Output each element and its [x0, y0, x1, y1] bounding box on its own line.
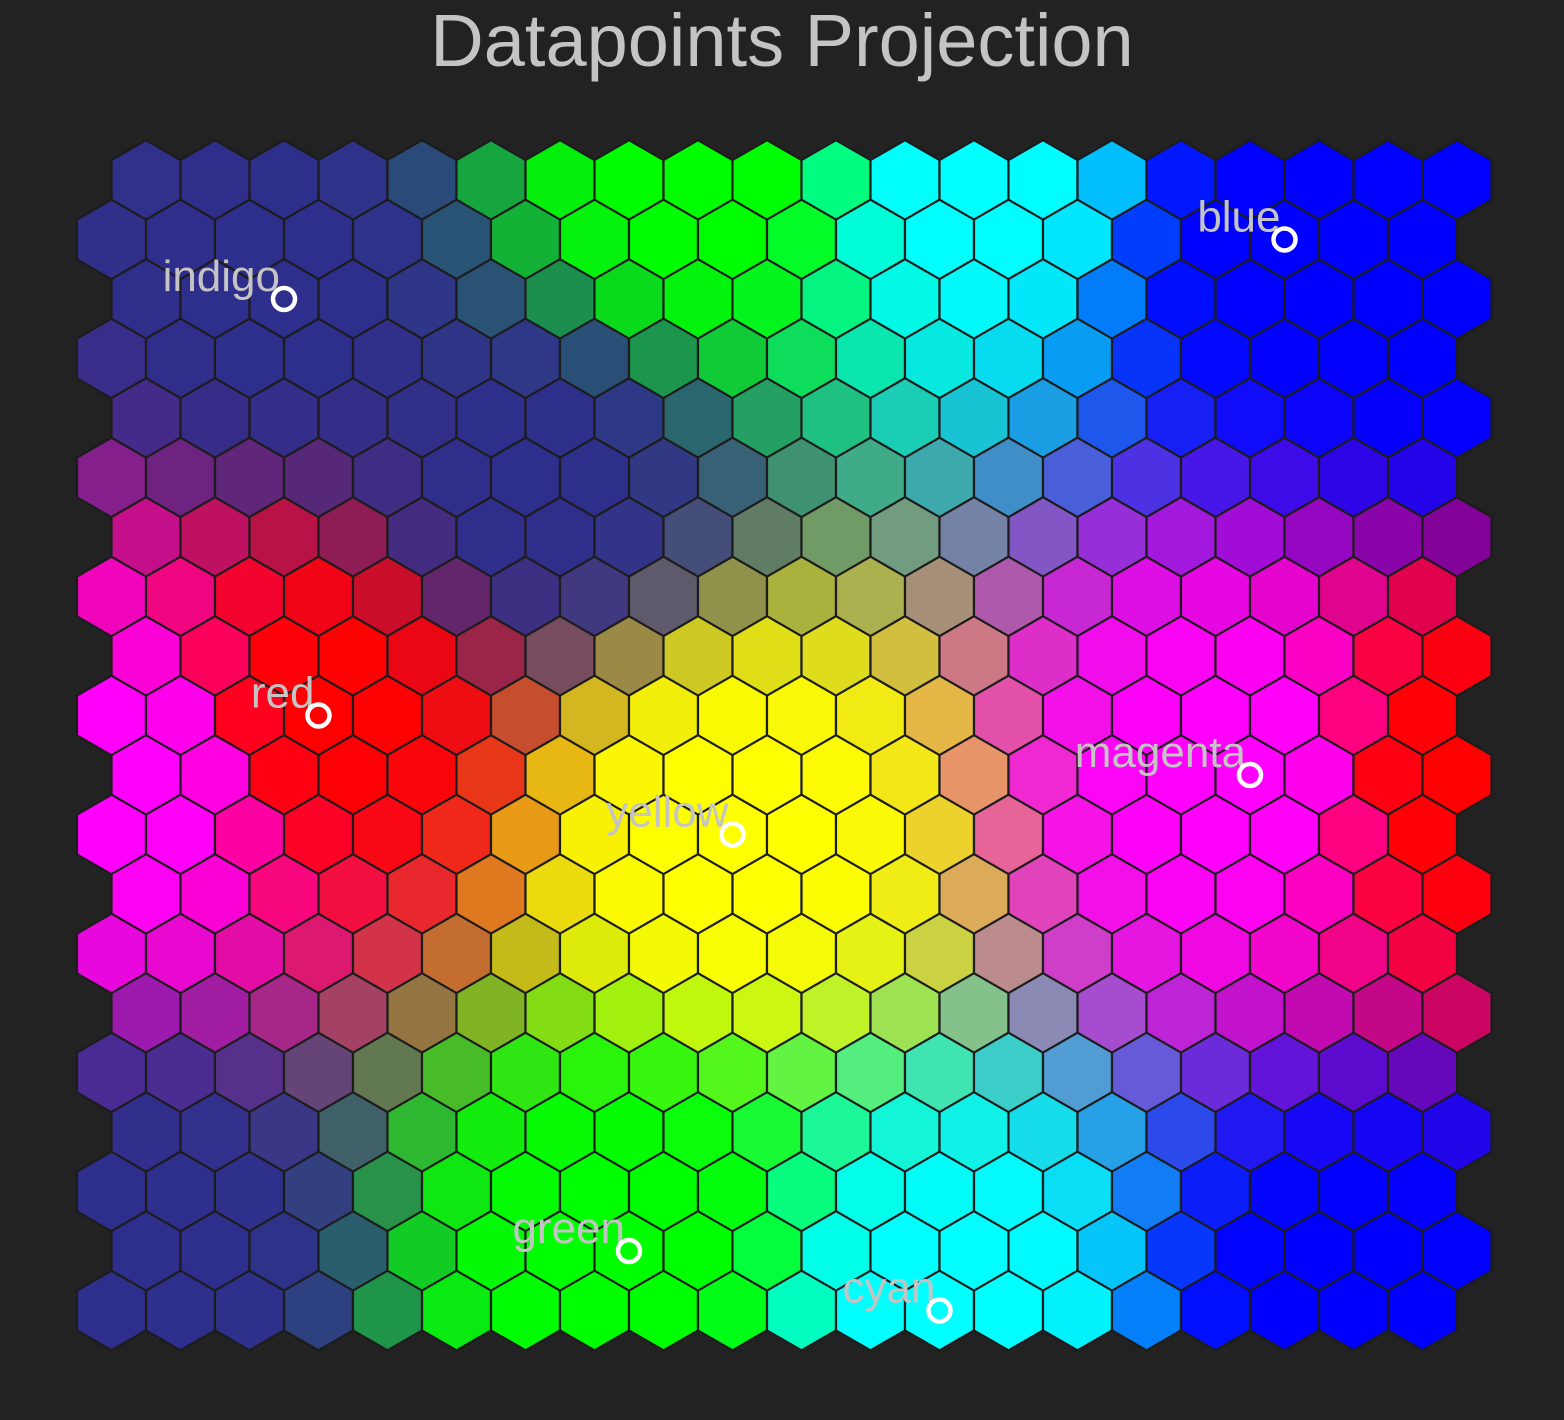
point-labels: indigo blue red magenta yellow green cyan [163, 193, 1281, 1313]
point-label-yellow: yellow [606, 788, 728, 837]
point-marker-indigo [270, 285, 298, 313]
point-label-blue: blue [1197, 193, 1280, 242]
point-label-indigo: indigo [163, 252, 280, 301]
point-label-red: red [251, 669, 315, 718]
chart-title: Datapoints Projection [430, 0, 1133, 82]
point-marker-magenta [1236, 761, 1264, 789]
point-label-magenta: magenta [1075, 728, 1247, 777]
hex-grid [75, 138, 1493, 1352]
point-marker-green [615, 1237, 643, 1265]
point-marker-yellow [719, 821, 746, 848]
point-markers [270, 226, 1298, 1324]
point-marker-blue [1271, 226, 1298, 253]
point-marker-cyan [926, 1297, 953, 1324]
point-marker-red [305, 702, 332, 729]
point-label-cyan: cyan [843, 1264, 936, 1313]
point-label-green: green [512, 1204, 625, 1253]
hex-cell [1386, 1269, 1459, 1352]
